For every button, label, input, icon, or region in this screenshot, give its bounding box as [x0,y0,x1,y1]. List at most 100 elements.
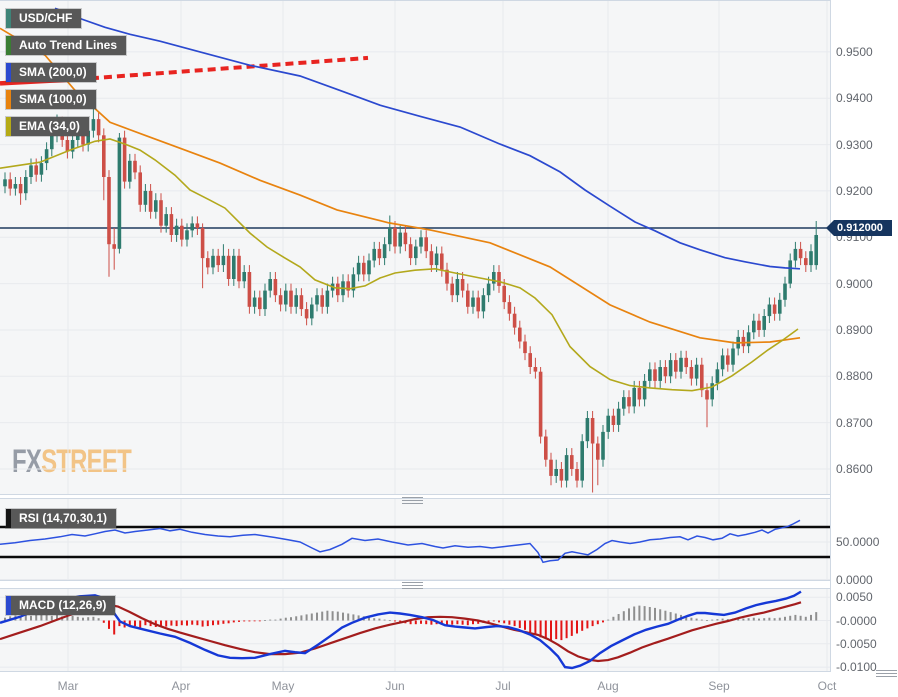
candle-body [419,237,423,247]
rsi-line [0,519,801,564]
candle-body [128,160,132,182]
macd-histogram-bar [264,620,266,621]
candle-body [590,418,595,444]
macd-histogram-bar [555,620,558,640]
candle-body [440,253,444,270]
legend-ema34[interactable]: EMA (34,0) [6,117,89,136]
legend-rsi[interactable]: RSI (14,70,30,1) [6,509,117,528]
macd-histogram-bar [92,616,95,621]
legend-sma100[interactable]: SMA (100,0) [6,90,96,109]
macd-histogram-bar [758,618,760,621]
macd-histogram-bar [690,617,693,621]
candle-body [814,235,818,266]
candle-body [284,290,288,305]
legend-sma200[interactable]: SMA (200,0) [6,63,96,82]
candle-body [752,320,756,333]
candle-body [263,290,267,310]
legend-auto-trend-lines[interactable]: Auto Trend Lines [6,36,127,55]
price-axis-tick: 0.8600 [836,462,873,476]
candle-body [200,228,205,259]
macd-histogram-bar [700,619,703,621]
candle-body [91,119,96,131]
macd-histogram-bar [581,620,584,631]
macd-histogram-bar [19,616,22,621]
candle-body [481,295,486,312]
macd-histogram-bar [778,617,781,621]
rsi-macd-resize-handle[interactable] [402,582,423,590]
candle-body [44,149,49,164]
macd-histogram-bar [357,615,360,621]
macd-histogram-bar [799,615,802,621]
price-level-tag[interactable]: 0.912000 [826,220,892,236]
macd-signal-line [0,601,802,663]
macd-histogram-bar [108,620,110,629]
bottom-right-resize-handle[interactable] [876,670,897,678]
macd-histogram-bar [773,618,776,621]
rsi-panel-bottom-border [0,580,830,581]
candle-body [258,297,262,310]
macd-histogram-bar [160,620,162,627]
macd-histogram-bar [4,617,6,621]
time-axis-tick-jun: Jun [385,679,405,693]
time-axis[interactable] [0,672,898,697]
candle-body [570,455,574,469]
candle-body [117,137,122,249]
candle-body [554,469,558,476]
macd-histogram-bar [628,608,630,621]
macd-histogram-bar [487,620,490,622]
candle-body [356,262,361,275]
price-axis-tick: 0.9300 [836,138,873,152]
macd-histogram-bar [737,618,740,621]
macd-histogram-bar [617,614,620,621]
candle-body [247,272,252,307]
macd-histogram-bar [50,615,53,621]
price-axis-tick: 0.9200 [836,184,873,198]
macd-histogram-bar [446,620,448,626]
macd-histogram-bar [305,614,308,621]
macd-histogram-bar [534,620,537,635]
sma100-label: SMA (100,0) [19,92,87,106]
macd-histogram-bar [102,620,105,623]
candle-body [50,135,54,150]
main-rsi-resize-handle[interactable] [402,497,423,505]
macd-histogram-bar [451,620,454,625]
macd-histogram-bar [222,620,225,624]
macd-histogram-bar [347,613,350,621]
candle-body [580,441,584,481]
candle-body [377,248,382,259]
macd-histogram-bar [373,618,376,621]
macd-histogram-bar [602,620,604,623]
macd-histogram-bar [685,616,688,621]
macd-histogram-bar [565,620,568,639]
candle-body [705,390,709,400]
legend-macd[interactable]: MACD (12,26,9) [6,596,116,615]
candle-body [325,290,330,307]
macd-histogram-bar [508,620,511,625]
macd-histogram-bar [186,620,188,626]
candle-body [190,223,194,231]
macd-histogram-bar [206,620,209,627]
sma100-line [0,27,801,344]
macd-histogram-bar [82,617,84,621]
macd-histogram-bar [560,620,563,641]
candle-body [497,272,501,286]
macd-histogram-bar [201,620,204,627]
macd-histogram-bar [420,620,422,624]
candle-body [372,248,376,261]
main-panel-bottom-border [0,494,830,495]
macd-histogram-bar [596,620,599,625]
candle-body [8,179,12,189]
macd-histogram-bar [9,616,12,621]
candle-body [237,255,241,282]
macd-histogram-bar [316,612,318,621]
macd-histogram-bar [518,620,521,628]
candle-body [783,283,787,300]
candle-body [757,320,761,330]
legend-symbol[interactable]: USD/CHF [6,9,82,28]
macd-histogram-bar [607,619,610,621]
candle-body [720,355,725,370]
macd-histogram-bar [472,620,474,625]
candle-body [273,279,278,296]
